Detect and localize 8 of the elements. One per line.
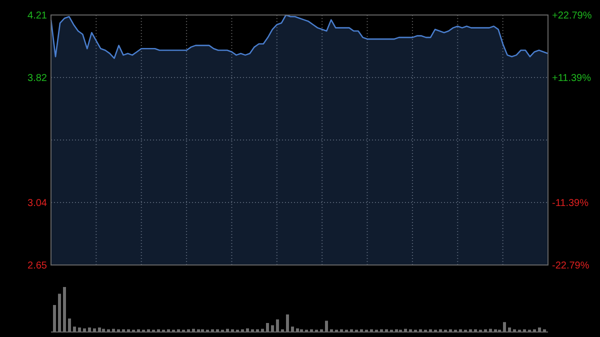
y-tick-label: 2.65	[28, 260, 48, 272]
y2-tick-label: +11.39%	[552, 73, 592, 84]
y2-tick-label: -22.79%	[552, 260, 590, 272]
y-tick-label: 3.82	[28, 73, 48, 84]
y2-tick-label: +22.79%	[552, 10, 592, 22]
y-tick-label: 4.21	[28, 10, 48, 22]
y-tick-label: 3.04	[28, 198, 48, 209]
y2-tick-label: -11.39%	[552, 198, 589, 209]
